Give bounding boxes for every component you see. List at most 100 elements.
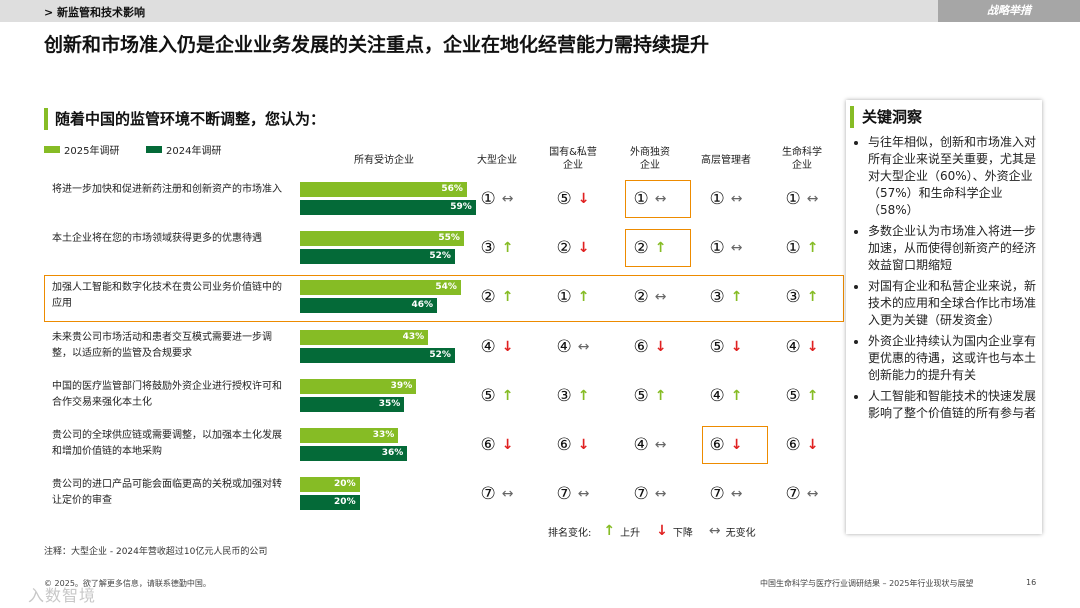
column-header: 国有&私营 企业 [549, 147, 597, 171]
up-arrow-icon: ↑ [654, 240, 667, 256]
rank-cell: ⑤ ↑ [462, 386, 532, 406]
bar-value-label: 52% [429, 251, 451, 261]
rank-cell: ⑦ ↔ [462, 484, 532, 504]
highlight-cell-r1 [625, 180, 691, 218]
up-arrow-icon: ↑ [603, 523, 616, 539]
down-arrow-icon: ↓ [730, 339, 743, 355]
down-arrow-icon: ↓ [806, 339, 819, 355]
no-change-icon: ↔ [730, 191, 743, 207]
bar-value-label: 54% [435, 282, 457, 292]
no-change-icon: ↔ [654, 437, 667, 453]
bar-2024: 35% [300, 397, 405, 412]
no-change-icon: ↔ [577, 339, 590, 355]
no-change-icon: ↔ [654, 486, 667, 502]
rank-number: ⑦ [556, 484, 572, 504]
rank-number: ② [633, 287, 649, 307]
rank-legend-label: 排名变化: [548, 527, 592, 539]
bar-value-label: 52% [429, 350, 451, 360]
rank-number: ③ [709, 287, 725, 307]
rank-number: ③ [785, 287, 801, 307]
key-insights-list: 与往年相似，创新和市场准入对所有企业来说至关重要，尤其是对大型企业（60%）、外… [846, 134, 1042, 422]
rank-number: ④ [556, 337, 572, 357]
row-label: 未来贵公司市场活动和患者交互模式需要进一步调整，以适应新的监管及合规要求 [52, 332, 272, 359]
bar-2025: 55% [300, 231, 464, 246]
rank-cell: ② ↓ [538, 238, 608, 258]
key-insights-title: 关键洞察 [850, 106, 1042, 128]
row-label: 贵公司的进口产品可能会面临更高的关税或加强对转让定价的审查 [52, 479, 282, 506]
rank-cell: ③ ↑ [462, 238, 532, 258]
rank-cell: ④ ↓ [767, 337, 837, 357]
bar-2024: 46% [300, 298, 438, 313]
rank-cell: ⑤ ↓ [691, 337, 761, 357]
rank-number: ① [785, 238, 801, 258]
no-change-icon: ↔ [730, 240, 743, 256]
rank-cell: ② ↔ [615, 287, 685, 307]
rank-cell: ⑥ ↓ [767, 435, 837, 455]
bar-value-label: 35% [378, 399, 401, 409]
rank-number: ⑥ [480, 435, 496, 455]
rank-cell: ⑥ ↓ [615, 337, 685, 357]
legend-swatch-2024 [146, 146, 162, 153]
column-header: 生命科学 企业 [782, 147, 822, 171]
down-arrow-icon: ↓ [656, 523, 668, 539]
up-arrow-icon: ↑ [654, 388, 667, 404]
rank-cell: ⑤ ↑ [767, 386, 837, 406]
bar-value-label: 20% [334, 479, 356, 489]
bar-value-label: 36% [381, 448, 404, 458]
rank-legend-down: 下降 [672, 527, 693, 539]
bar-2025: 20% [300, 477, 360, 492]
rank-cell: ⑦ ↔ [615, 484, 685, 504]
rank-number: ⑦ [480, 484, 496, 504]
section-tag: 战略举措 [938, 0, 1080, 22]
no-change-icon: ↔ [654, 289, 667, 305]
rank-legend-same: 无变化 [725, 527, 756, 539]
insight-item: 外资企业持续认为国内企业享有更优惠的待遇，这或许也与本土创新能力的提升有关 [868, 333, 1036, 384]
rank-cell: ③ ↑ [767, 287, 837, 307]
bar-2024: 52% [300, 348, 455, 363]
legend-label-2024: 2024年调研 [166, 146, 222, 157]
rank-number: ④ [785, 337, 801, 357]
insight-item: 人工智能和智能技术的快速发展影响了整个价值链的所有参与者 [868, 388, 1036, 422]
bar-value-label: 43% [402, 332, 425, 342]
row-label: 将进一步加快和促进新药注册和创新资产的市场准入 [52, 184, 282, 195]
rank-cell: ① ↔ [615, 189, 685, 209]
rank-cell: ① ↑ [767, 238, 837, 258]
rank-cell: ③ ↑ [538, 386, 608, 406]
rank-number: ① [709, 238, 725, 258]
no-change-icon: ↔ [708, 523, 721, 539]
rank-cell: ① ↔ [462, 189, 532, 209]
breadcrumb: > 新监管和技术影响 [44, 6, 146, 19]
legend-2025: 2025年调研 [44, 142, 119, 157]
down-arrow-icon: ↓ [730, 437, 743, 453]
rank-number: ⑦ [709, 484, 725, 504]
rank-cell: ① ↔ [767, 189, 837, 209]
rank-cell: ④ ↑ [691, 386, 761, 406]
rank-cell: ⑥ ↓ [538, 435, 608, 455]
bar-2025: 43% [300, 330, 429, 345]
up-arrow-icon: ↑ [501, 388, 514, 404]
row-label: 贵公司的全球供应链或需要调整，以加强本土化发展和增加价值链的本地采购 [52, 430, 282, 457]
rank-cell: ② ↑ [615, 238, 685, 258]
footnote: 注释：大型企业 - 2024年营收超过10亿元人民币的公司 [44, 547, 268, 557]
column-header: 大型企业 [477, 155, 517, 166]
bar-value-label: 33% [372, 430, 395, 440]
up-arrow-icon: ↑ [577, 289, 590, 305]
copyright: © 2025。欲了解更多信息，请联系德勤中国。 [44, 579, 211, 588]
rank-cell: ④ ↓ [462, 337, 532, 357]
up-arrow-icon: ↑ [577, 388, 590, 404]
rank-number: ④ [480, 337, 496, 357]
page-number: 16 [1026, 578, 1037, 587]
legend-label-2025: 2025年调研 [64, 146, 120, 157]
bar-2024: 59% [300, 200, 476, 215]
rank-number: ⑤ [480, 386, 496, 406]
rank-number: ② [633, 238, 649, 258]
highlight-cell-r2 [625, 229, 691, 267]
legend-2024: 2024年调研 [146, 142, 221, 157]
no-change-icon: ↔ [501, 191, 514, 207]
down-arrow-icon: ↓ [806, 437, 819, 453]
rank-cell: ⑦ ↔ [538, 484, 608, 504]
rank-number: ② [556, 238, 572, 258]
bar-value-label: 39% [390, 381, 413, 391]
bar-2025: 54% [300, 280, 461, 295]
bar-2024: 52% [300, 249, 455, 264]
